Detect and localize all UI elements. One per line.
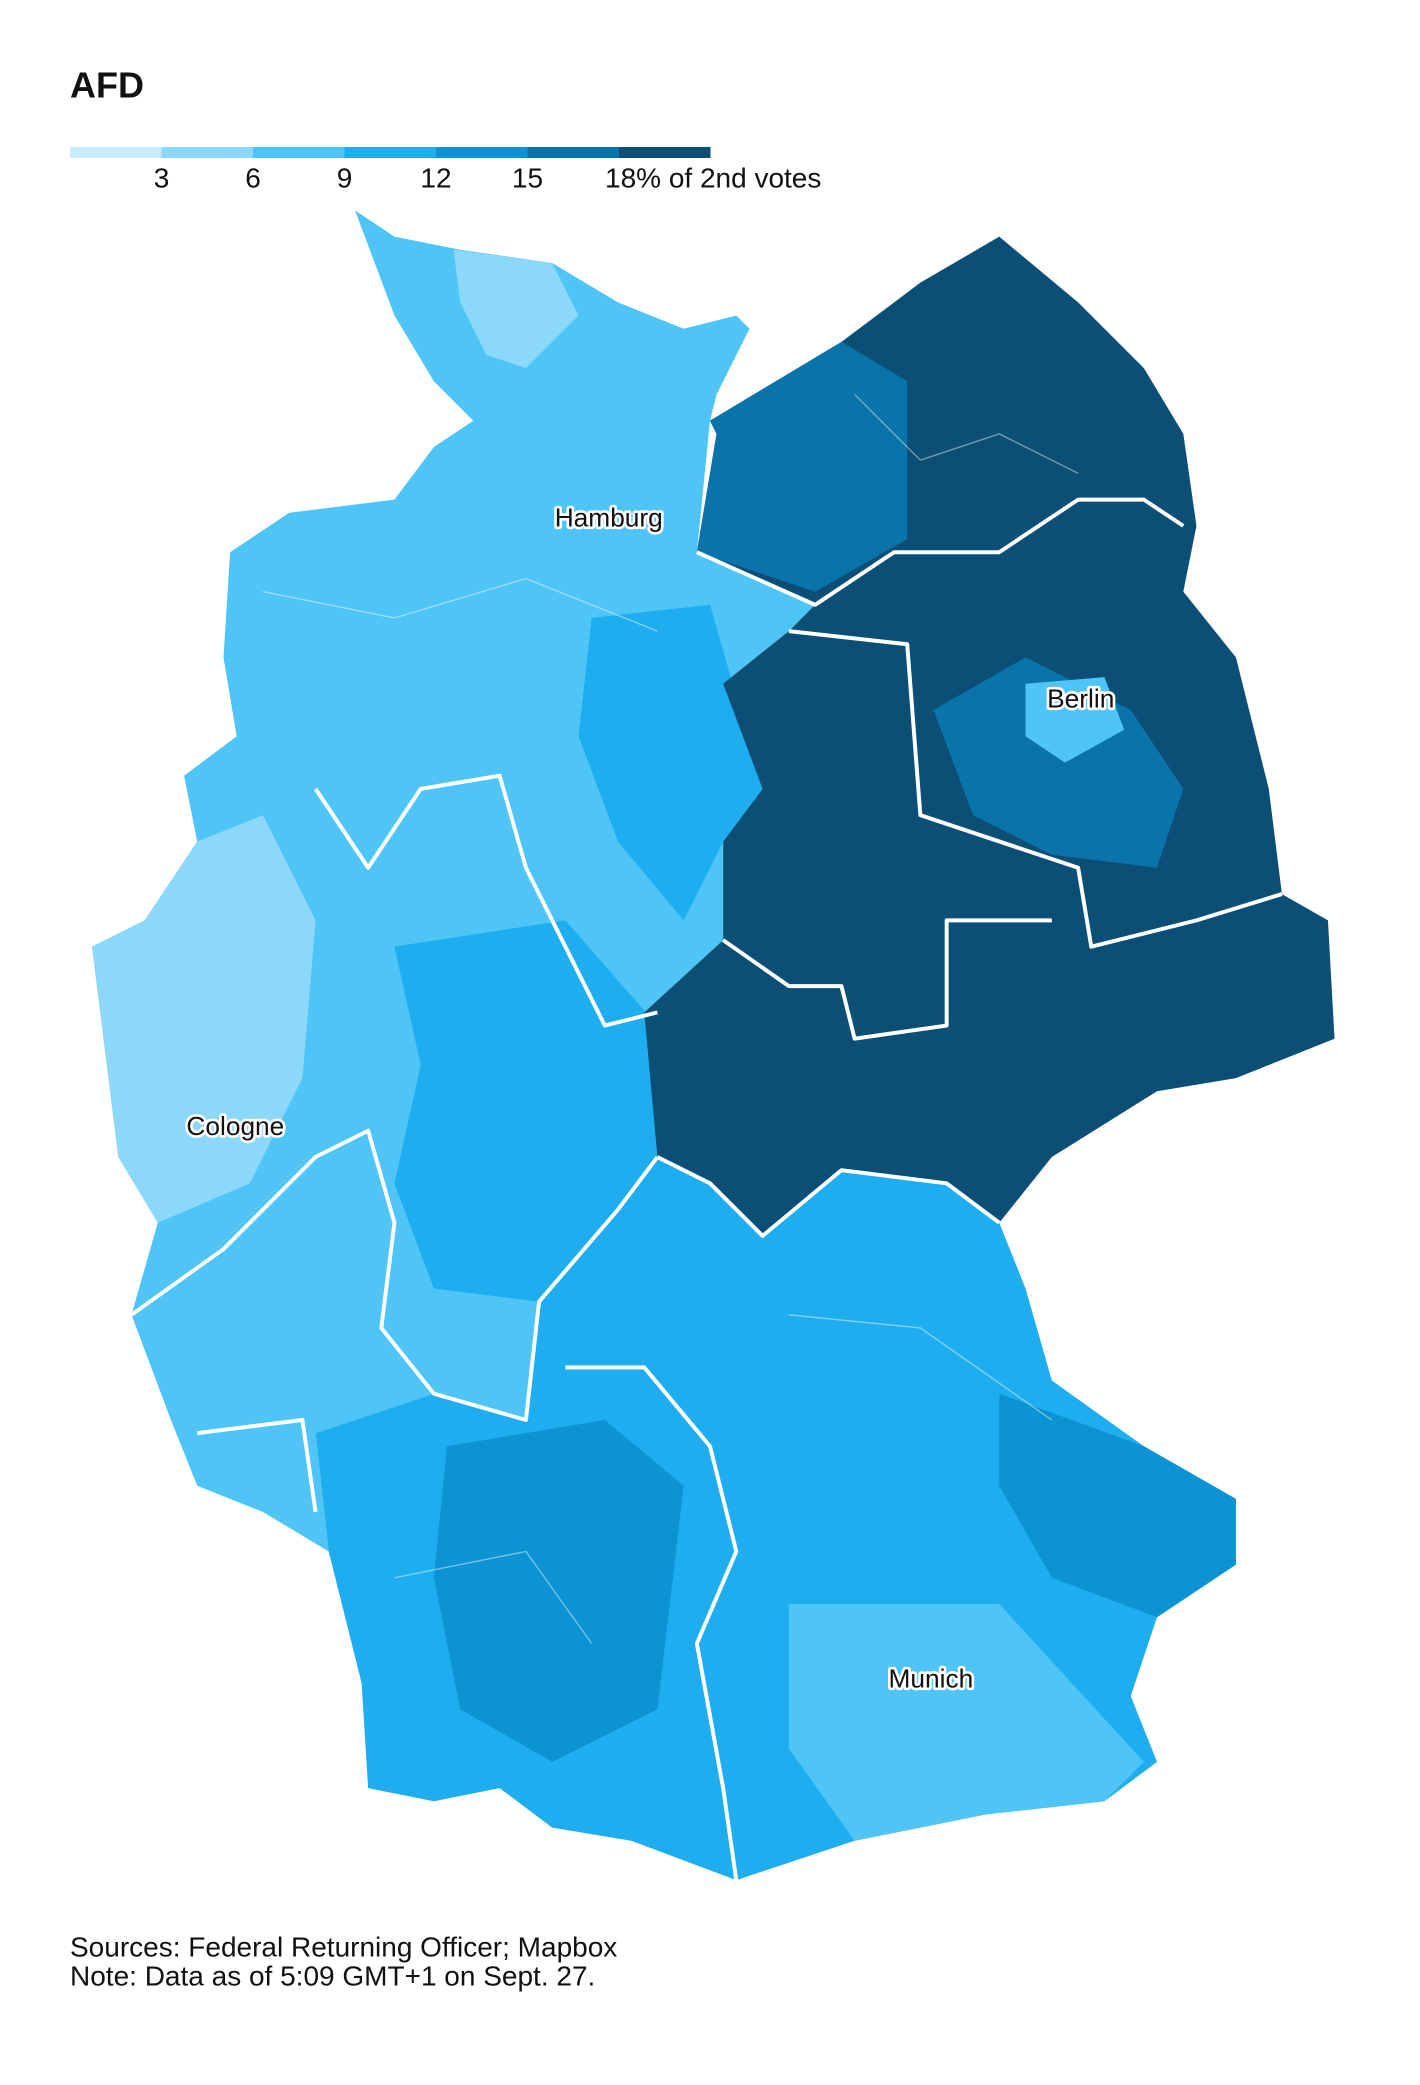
- region: [394, 920, 658, 1302]
- legend-swatch: [436, 147, 528, 158]
- legend-tick-label: 15: [512, 162, 543, 193]
- legend-swatch: [619, 147, 711, 158]
- city-label: Munich: [889, 1663, 974, 1693]
- city-label: Berlin: [1047, 684, 1114, 714]
- region: [999, 1393, 1236, 1618]
- legend-tick-label: 9: [337, 162, 353, 193]
- region: [453, 249, 579, 369]
- region: [433, 1419, 684, 1762]
- state-border: [722, 918, 1052, 1041]
- map: Hamburg Berlin Cologne Munich: [92, 210, 1335, 1881]
- region: [696, 341, 908, 592]
- legend-tick-label: 6: [245, 162, 261, 193]
- legend-swatch: [527, 147, 619, 158]
- district-border: [394, 1550, 593, 1644]
- note: Note: Data as of 5:09 GMT+1 on Sept. 27.: [70, 1960, 595, 1991]
- state-border: [788, 629, 1283, 949]
- region: [92, 815, 316, 1223]
- region: [933, 657, 1184, 868]
- legend-swatch: [253, 147, 345, 158]
- state-border: [696, 497, 1185, 607]
- region: [92, 210, 816, 1552]
- region: [578, 604, 763, 921]
- district-border: [262, 577, 658, 632]
- title: AFD: [70, 65, 144, 106]
- region: [788, 1604, 1144, 1841]
- city-label: Cologne: [186, 1111, 284, 1141]
- region: [1025, 677, 1125, 763]
- legend-swatch: [161, 147, 253, 158]
- legend-tick-label: 18% of 2nd votes: [605, 162, 821, 193]
- city-label: Hamburg: [555, 502, 663, 532]
- state-border: [565, 1365, 739, 1881]
- district-border: [854, 393, 1079, 474]
- legend-swatch: [70, 147, 162, 158]
- legend: 3 6 9 12 15 18% of 2nd votes: [70, 147, 821, 193]
- state-border: [130, 1128, 659, 1422]
- legend-tick-label: 3: [154, 162, 170, 193]
- state-border: [196, 1418, 318, 1513]
- legend-swatch: [344, 147, 436, 158]
- state-border: [656, 1155, 1001, 1238]
- district-border: [788, 1314, 1053, 1421]
- legend-tick-label: 12: [420, 162, 451, 193]
- state-border: [313, 773, 658, 1028]
- sources: Sources: Federal Returning Officer; Mapb…: [70, 1931, 617, 1962]
